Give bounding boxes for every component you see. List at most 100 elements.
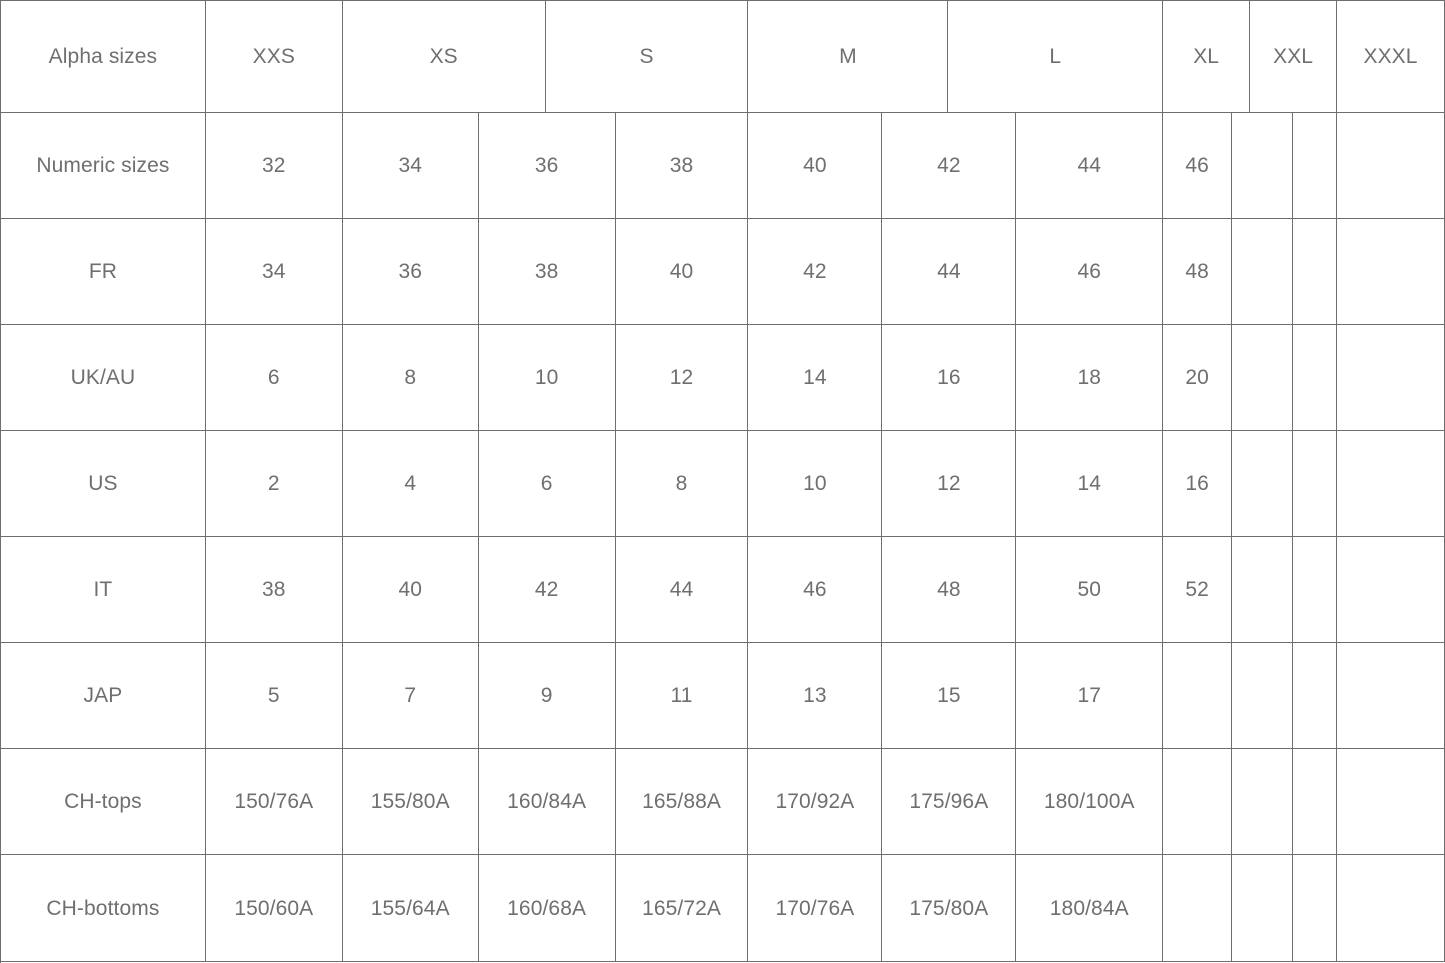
table-cell: 155/64A <box>343 855 479 961</box>
header-cell-xl: XL <box>1163 1 1251 112</box>
table-cell: 46 <box>1016 219 1164 324</box>
table-cell: 42 <box>882 113 1017 218</box>
header-cell-l: L <box>948 1 1164 112</box>
table-cell: 14 <box>1016 431 1164 536</box>
table-cell <box>1337 537 1445 642</box>
table-row: UK/AU 6 8 10 12 14 16 18 20 <box>1 325 1445 431</box>
table-cell <box>1163 643 1233 748</box>
table-cell: 9 <box>479 643 616 748</box>
row-label: CH-bottoms <box>1 855 206 961</box>
table-cell <box>1337 431 1445 536</box>
table-cell: 155/80A <box>343 749 479 854</box>
row-label: IT <box>1 537 206 642</box>
table-cell: 7 <box>343 643 479 748</box>
table-cell: 42 <box>748 219 883 324</box>
table-cell: 50 <box>1016 537 1164 642</box>
table-cell <box>1293 643 1338 748</box>
table-row: IT 38 40 42 44 46 48 50 52 <box>1 537 1445 643</box>
table-cell: 170/76A <box>748 855 883 961</box>
table-cell <box>1337 113 1445 218</box>
row-label: Numeric sizes <box>1 113 206 218</box>
table-cell: 36 <box>343 219 479 324</box>
table-cell: 8 <box>343 325 479 430</box>
table-cell: 10 <box>748 431 883 536</box>
table-cell: 8 <box>616 431 749 536</box>
table-cell: 40 <box>616 219 749 324</box>
table-cell: 175/80A <box>882 855 1017 961</box>
table-cell: 52 <box>1163 537 1233 642</box>
table-cell: 4 <box>343 431 479 536</box>
table-cell: 46 <box>748 537 883 642</box>
table-row: US 2 4 6 8 10 12 14 16 <box>1 431 1445 537</box>
table-cell: 20 <box>1163 325 1233 430</box>
table-cell: 11 <box>616 643 749 748</box>
table-cell: 2 <box>206 431 343 536</box>
row-label: UK/AU <box>1 325 206 430</box>
table-cell: 34 <box>206 219 343 324</box>
table-row: Numeric sizes 32 34 36 38 40 42 44 46 <box>1 113 1445 219</box>
table-cell <box>1232 537 1294 642</box>
table-cell <box>1293 855 1338 961</box>
table-cell <box>1337 855 1445 961</box>
table-cell: 38 <box>206 537 343 642</box>
table-cell: 5 <box>206 643 343 748</box>
table-cell: 46 <box>1163 113 1233 218</box>
table-cell: 34 <box>343 113 479 218</box>
table-cell: 40 <box>748 113 883 218</box>
table-row: CH-bottoms 150/60A 155/64A 160/68A 165/72A 17… <box>1 855 1445 962</box>
table-cell: 40 <box>343 537 479 642</box>
header-cell-s: S <box>546 1 749 112</box>
table-cell <box>1163 855 1233 961</box>
table-cell: 165/72A <box>616 855 749 961</box>
table-cell <box>1293 113 1338 218</box>
table-cell <box>1232 855 1294 961</box>
row-label: US <box>1 431 206 536</box>
table-cell: 12 <box>616 325 749 430</box>
table-cell: 48 <box>882 537 1017 642</box>
table-cell <box>1337 219 1445 324</box>
table-cell: 15 <box>882 643 1017 748</box>
table-cell: 44 <box>1016 113 1164 218</box>
table-cell: 36 <box>479 113 616 218</box>
table-cell <box>1163 749 1233 854</box>
table-cell: 44 <box>616 537 749 642</box>
table-cell: 38 <box>616 113 749 218</box>
table-cell <box>1232 749 1294 854</box>
table-header-row: Alpha sizes XXS XS S M L XL XXL XXXL <box>1 1 1445 113</box>
header-cell-m: M <box>748 1 949 112</box>
table-cell: 6 <box>206 325 343 430</box>
table-cell <box>1293 749 1338 854</box>
header-cell-xxxl: XXXL <box>1337 1 1445 112</box>
table-cell: 160/68A <box>479 855 616 961</box>
table-body: Numeric sizes 32 34 36 38 40 42 44 46 FR 34 36 38 40 4… <box>1 113 1445 962</box>
table-cell: 160/84A <box>479 749 616 854</box>
table-cell <box>1232 431 1294 536</box>
header-row-label: Alpha sizes <box>1 1 206 112</box>
table-row: CH-tops 150/76A 155/80A 160/84A 165/88A 170/9… <box>1 749 1445 855</box>
table-cell <box>1232 219 1294 324</box>
table-cell: 6 <box>479 431 616 536</box>
header-cell-xxl: XXL <box>1250 1 1338 112</box>
table-cell: 175/96A <box>882 749 1017 854</box>
table-cell: 10 <box>479 325 616 430</box>
table-cell: 180/100A <box>1016 749 1164 854</box>
table-cell: 150/60A <box>206 855 343 961</box>
table-cell: 16 <box>1163 431 1233 536</box>
table-cell: 150/76A <box>206 749 343 854</box>
table-cell: 16 <box>882 325 1017 430</box>
header-cell-xxs: XXS <box>206 1 343 112</box>
table-cell <box>1337 643 1445 748</box>
table-cell <box>1232 113 1294 218</box>
table-cell: 18 <box>1016 325 1164 430</box>
table-cell: 14 <box>748 325 883 430</box>
table-cell <box>1293 219 1338 324</box>
table-cell: 32 <box>206 113 343 218</box>
table-cell: 42 <box>479 537 616 642</box>
row-label: CH-tops <box>1 749 206 854</box>
table-cell: 165/88A <box>616 749 749 854</box>
table-cell <box>1232 643 1294 748</box>
table-row: FR 34 36 38 40 42 44 46 48 <box>1 219 1445 325</box>
table-cell <box>1337 749 1445 854</box>
table-cell: 44 <box>882 219 1017 324</box>
